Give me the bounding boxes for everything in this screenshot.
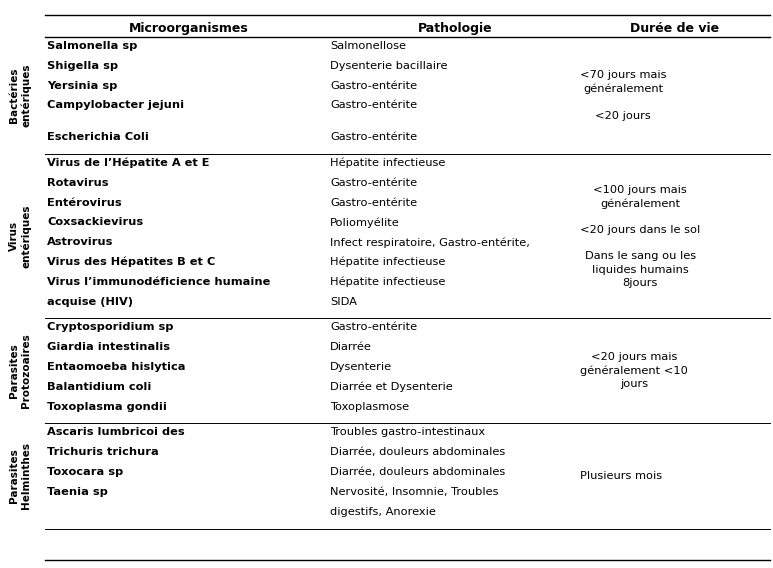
Text: Balantidium coli: Balantidium coli bbox=[47, 382, 152, 392]
Text: acquise (HIV): acquise (HIV) bbox=[47, 296, 133, 307]
Text: Dysenterie bacillaire: Dysenterie bacillaire bbox=[330, 61, 448, 71]
Text: Plusieurs mois: Plusieurs mois bbox=[580, 471, 662, 481]
Text: Gastro-entérite: Gastro-entérite bbox=[330, 323, 417, 332]
Text: Diarrée, douleurs abdominales: Diarrée, douleurs abdominales bbox=[330, 467, 506, 477]
Text: Trichuris trichura: Trichuris trichura bbox=[47, 447, 158, 457]
Text: digestifs, Anorexie: digestifs, Anorexie bbox=[330, 507, 436, 517]
Text: Infect respiratoire, Gastro-entérite,: Infect respiratoire, Gastro-entérite, bbox=[330, 237, 530, 248]
Text: Campylobacter jejuni: Campylobacter jejuni bbox=[47, 101, 184, 110]
Text: Microorganismes: Microorganismes bbox=[128, 22, 248, 35]
Text: Cryptosporidium sp: Cryptosporidium sp bbox=[47, 323, 173, 332]
Text: Salmonellose: Salmonellose bbox=[330, 41, 406, 51]
Text: Virus
entériques: Virus entériques bbox=[9, 204, 31, 268]
Text: <100 jours mais
généralement

<20 jours dans le sol

Dans le sang ou les
liquide: <100 jours mais généralement <20 jours d… bbox=[580, 185, 700, 288]
Text: Hépatite infectieuse: Hépatite infectieuse bbox=[330, 257, 445, 268]
Text: <20 jours mais
généralement <10
jours: <20 jours mais généralement <10 jours bbox=[580, 352, 688, 390]
Text: Shigella sp: Shigella sp bbox=[47, 61, 118, 71]
Text: Pathologie: Pathologie bbox=[417, 22, 492, 35]
Text: <70 jours mais
généralement

<20 jours: <70 jours mais généralement <20 jours bbox=[580, 70, 666, 120]
Text: Parasites
Protozoaires: Parasites Protozoaires bbox=[9, 333, 31, 408]
Text: Entaomoeba hislytica: Entaomoeba hislytica bbox=[47, 362, 186, 372]
Text: Entérovirus: Entérovirus bbox=[47, 198, 121, 207]
Text: Hépatite infectieuse: Hépatite infectieuse bbox=[330, 158, 445, 169]
Text: Taenia sp: Taenia sp bbox=[47, 487, 108, 497]
Text: Gastro-entérite: Gastro-entérite bbox=[330, 178, 417, 188]
Text: Durée de vie: Durée de vie bbox=[631, 22, 720, 35]
Text: Gastro-entérite: Gastro-entérite bbox=[330, 81, 417, 91]
Text: Rotavirus: Rotavirus bbox=[47, 178, 108, 188]
Text: Giardia intestinalis: Giardia intestinalis bbox=[47, 343, 170, 352]
Text: Virus des Hépatites B et C: Virus des Hépatites B et C bbox=[47, 257, 215, 268]
Text: Gastro-entérite: Gastro-entérite bbox=[330, 101, 417, 110]
Text: Diarrée: Diarrée bbox=[330, 343, 372, 352]
Text: Toxocara sp: Toxocara sp bbox=[47, 467, 123, 477]
Text: Gastro-entérite: Gastro-entérite bbox=[330, 132, 417, 142]
Text: Astrovirus: Astrovirus bbox=[47, 237, 114, 247]
Text: Diarrée, douleurs abdominales: Diarrée, douleurs abdominales bbox=[330, 447, 506, 457]
Text: Poliomyélite: Poliomyélite bbox=[330, 218, 400, 228]
Text: Troubles gastro-intestinaux: Troubles gastro-intestinaux bbox=[330, 428, 485, 437]
Text: Escherichia Coli: Escherichia Coli bbox=[47, 132, 149, 142]
Text: Virus de l’Hépatite A et E: Virus de l’Hépatite A et E bbox=[47, 158, 209, 169]
Text: Virus l’immunodéficience humaine: Virus l’immunodéficience humaine bbox=[47, 277, 271, 287]
Text: Nervosité, Insomnie, Troubles: Nervosité, Insomnie, Troubles bbox=[330, 487, 499, 497]
Text: Yersinia sp: Yersinia sp bbox=[47, 81, 117, 91]
Text: Parasites
Helminthes: Parasites Helminthes bbox=[9, 442, 31, 509]
Text: SIDA: SIDA bbox=[330, 296, 357, 307]
Text: Toxoplasma gondii: Toxoplasma gondii bbox=[47, 402, 167, 412]
Text: Gastro-entérite: Gastro-entérite bbox=[330, 198, 417, 207]
Text: Bactéries
entériques: Bactéries entériques bbox=[9, 64, 31, 127]
Text: Ascaris lumbricoi des: Ascaris lumbricoi des bbox=[47, 428, 185, 437]
Text: Hépatite infectieuse: Hépatite infectieuse bbox=[330, 277, 445, 287]
Text: Toxoplasmose: Toxoplasmose bbox=[330, 402, 409, 412]
Text: Dysenterie: Dysenterie bbox=[330, 362, 392, 372]
Text: Coxsackievirus: Coxsackievirus bbox=[47, 218, 143, 227]
Text: Diarrée et Dysenterie: Diarrée et Dysenterie bbox=[330, 382, 453, 392]
Text: Salmonella sp: Salmonella sp bbox=[47, 41, 138, 51]
